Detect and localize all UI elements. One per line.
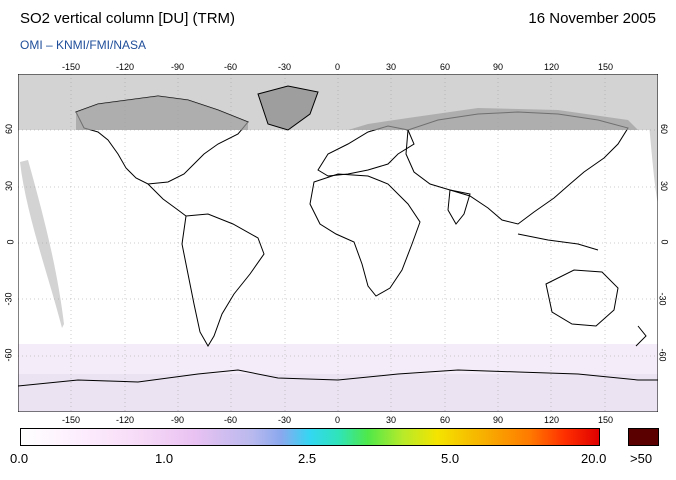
- lon-tick-top: 120: [544, 62, 560, 72]
- lat-tick-right: -30: [657, 292, 668, 306]
- lon-tick-bottom: 60: [440, 415, 451, 425]
- lon-tick-top: -60: [224, 62, 238, 72]
- lon-tick-top: 150: [598, 62, 614, 72]
- orbit-gap-wedge: [20, 160, 64, 328]
- lat-tick-left: -30: [3, 292, 14, 306]
- data-source-credit: OMI – KNMI/FMI/NASA: [20, 38, 147, 52]
- lon-tick-bottom: 120: [544, 415, 560, 425]
- australia-outline: [545, 269, 619, 327]
- lat-tick-right: 60: [659, 123, 670, 135]
- lon-tick-top: -120: [116, 62, 135, 72]
- lon-tick-bottom: -120: [116, 415, 135, 425]
- coastlines: [18, 85, 658, 387]
- lon-tick-top: 30: [386, 62, 397, 72]
- lat-tick-left: 30: [4, 180, 15, 192]
- lon-tick-top: -30: [278, 62, 292, 72]
- antarctica-outline: [18, 369, 658, 387]
- orbit-gap-right: [648, 114, 658, 204]
- lon-tick-bottom: -90: [171, 415, 185, 425]
- central-america-outline: [147, 183, 187, 217]
- graticule: [18, 74, 658, 412]
- colorbar-scale: [20, 428, 600, 446]
- colorbar-overflow-swatch: [628, 428, 659, 446]
- colorbar-label: 2.5: [298, 451, 317, 466]
- eurasia-shaded: [348, 108, 638, 130]
- lon-tick-bottom: -60: [224, 415, 238, 425]
- lat-tick-right: 30: [659, 180, 670, 192]
- map-title: SO2 vertical column [DU] (TRM): [20, 10, 236, 27]
- indonesia-outline: [517, 233, 599, 251]
- north-america-shaded: [76, 96, 248, 130]
- lon-tick-bottom: 0: [335, 415, 341, 425]
- colorbar-overflow-label: >50: [630, 451, 653, 466]
- lat-tick-left: 60: [4, 123, 15, 135]
- lon-tick-top: -150: [62, 62, 81, 72]
- africa-outline: [309, 173, 421, 297]
- lat-tick-left: -60: [3, 348, 14, 362]
- lon-tick-bottom: 30: [386, 415, 397, 425]
- lon-tick-top: 90: [493, 62, 504, 72]
- lat-tick-right: -60: [657, 348, 668, 362]
- lat-tick-right: 0: [659, 239, 670, 245]
- lon-tick-bottom: 150: [598, 415, 614, 425]
- europe-outline: [317, 125, 415, 177]
- lon-tick-bottom: -150: [62, 415, 81, 425]
- lon-tick-bottom: 90: [493, 415, 504, 425]
- colorbar-label: 1.0: [155, 451, 174, 466]
- map-canvas: [18, 74, 658, 412]
- new-zealand-outline: [635, 325, 647, 347]
- lon-tick-bottom: -30: [278, 415, 292, 425]
- india-outline: [447, 189, 471, 225]
- colorbar-label: 5.0: [441, 451, 460, 466]
- south-america-outline: [181, 213, 265, 347]
- lon-tick-top: 0: [335, 62, 341, 72]
- lon-tick-top: 60: [440, 62, 451, 72]
- colorbar-label: 20.0: [581, 451, 607, 466]
- lon-tick-top: -90: [171, 62, 185, 72]
- world-map: -150 -120 -90 -60 -30 0 30 60 90 120 150…: [4, 62, 670, 425]
- map-date: 16 November 2005: [528, 10, 656, 27]
- colorbar-label: 0.0: [10, 451, 29, 466]
- greenland-outline: [257, 85, 319, 131]
- lat-tick-left: 0: [5, 239, 16, 245]
